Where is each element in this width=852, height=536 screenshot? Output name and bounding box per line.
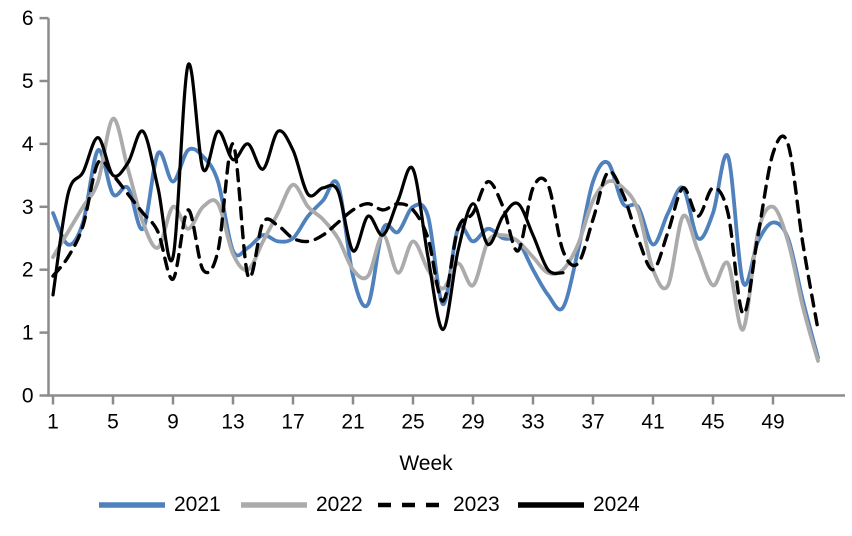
x-tick-label: 9 — [167, 411, 179, 434]
legend-swatch-2021 — [99, 502, 165, 508]
y-tick-label: 1 — [22, 322, 34, 345]
legend-item-2023: 2023 — [377, 489, 500, 521]
legend-label-2022: 2022 — [316, 493, 363, 516]
x-tick-label: 41 — [641, 411, 664, 434]
x-tick-label: 25 — [401, 411, 424, 434]
x-tick-label: 37 — [581, 411, 604, 434]
x-tick-label: 13 — [221, 411, 244, 434]
x-tick-label: 33 — [521, 411, 544, 434]
y-tick-label: 2 — [22, 259, 34, 282]
legend-swatch-2022 — [241, 502, 307, 508]
legend-label-2021: 2021 — [174, 493, 221, 516]
x-tick-label: 21 — [341, 411, 364, 434]
y-tick-label: 6 — [22, 7, 34, 30]
legend-item-2021: 2021 — [98, 489, 221, 521]
legend-label-2024: 2024 — [593, 493, 640, 516]
x-tick-label: 1 — [47, 411, 59, 434]
legend: 2021 2022 2023 2024 — [0, 489, 852, 521]
x-tick-label: 45 — [701, 411, 724, 434]
legend-item-2024: 2024 — [517, 489, 640, 521]
y-tick-label: 5 — [22, 70, 34, 93]
y-tick-label: 4 — [22, 133, 34, 156]
legend-swatch-2023 — [378, 502, 444, 508]
legend-label-2023: 2023 — [453, 493, 500, 516]
y-tick-label: 3 — [22, 196, 34, 219]
legend-item-2022: 2022 — [240, 489, 363, 521]
x-tick-label: 17 — [281, 411, 304, 434]
series-line-2024 — [51, 62, 565, 332]
series-line-2023 — [51, 134, 820, 332]
x-axis-title: Week — [399, 452, 453, 475]
series-line-2022 — [51, 116, 820, 363]
x-tick-label: 49 — [761, 411, 784, 434]
x-tick-label: 29 — [461, 411, 484, 434]
x-tick-label: 5 — [107, 411, 119, 434]
legend-swatch-2024 — [518, 502, 584, 508]
y-tick-label: 0 — [22, 385, 34, 408]
